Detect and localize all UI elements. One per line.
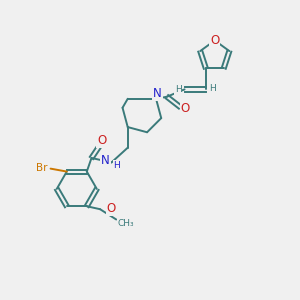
Text: N: N	[153, 87, 162, 100]
Text: O: O	[181, 102, 190, 115]
Text: N: N	[101, 154, 110, 167]
Text: H: H	[113, 161, 120, 170]
Text: CH₃: CH₃	[118, 218, 134, 227]
Text: H: H	[175, 85, 182, 94]
Text: Br: Br	[35, 163, 47, 173]
Text: O: O	[97, 134, 106, 147]
Text: O: O	[210, 34, 219, 47]
Text: H: H	[209, 84, 216, 93]
Text: O: O	[106, 202, 116, 215]
